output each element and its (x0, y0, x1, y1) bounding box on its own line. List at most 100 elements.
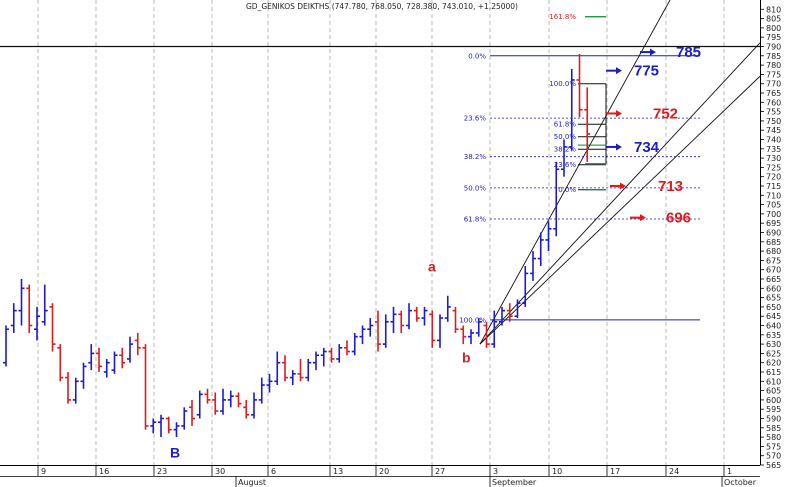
month-label: September (492, 478, 537, 487)
ohlc-bar (305, 358, 312, 382)
y-tick-label: 680 (766, 247, 781, 256)
plot-background (0, 0, 760, 465)
y-tick-label: 770 (766, 80, 781, 89)
y-tick-label: 665 (766, 275, 781, 284)
x-axis: 9 16 23 30 6 13 20 27 3 10 17 24 1 August September Oct… (0, 465, 760, 487)
y-tick-label: 570 (766, 452, 781, 461)
y-tick-label: 805 (766, 15, 781, 24)
y-tick-label: 720 (766, 173, 781, 182)
y-tick-label: 650 (766, 303, 781, 312)
y-tick-label: 660 (766, 284, 781, 293)
ohlc-bar (103, 358, 110, 378)
target-marker: 785 (640, 44, 701, 61)
ohlc-bar (530, 251, 536, 281)
y-tick-label: 760 (766, 98, 781, 107)
target-marker: 775 (606, 63, 659, 80)
y-tick-label: 790 (766, 43, 781, 52)
arrow-head (650, 48, 656, 56)
ohlc-bar (142, 344, 149, 430)
y-tick-label: 635 (766, 331, 781, 340)
ohlc-bar (181, 407, 188, 430)
y-tick-label: 670 (766, 266, 781, 275)
x-tick-label: 20 (379, 467, 389, 476)
y-tick-label: 645 (766, 312, 781, 321)
target-label: 734 (634, 139, 660, 156)
ohlc-bars (3, 53, 591, 438)
fib-level-label: 23.6% (464, 115, 487, 123)
fib-level-label: 0.0% (468, 52, 486, 60)
ohlc-bar (491, 310, 498, 348)
x-tick-label: 16 (99, 467, 109, 476)
x-tick-label: 10 (552, 467, 562, 476)
ohlc-bar (514, 299, 521, 319)
y-tick-label: 730 (766, 154, 781, 163)
ohlc-bar (584, 87, 591, 162)
y-tick-label: 695 (766, 219, 781, 228)
x-tick-label: 1 (727, 467, 732, 476)
arrow-head (640, 214, 646, 222)
target-marker: 696 (630, 210, 691, 227)
ohlc-bar (313, 351, 319, 371)
inner-fib-label: 50.0% (554, 133, 577, 141)
x-tick-label: 9 (41, 467, 46, 476)
y-tick-label: 630 (766, 340, 781, 349)
arrow-head (616, 143, 622, 151)
y-tick-label: 585 (766, 424, 781, 433)
ohlc-bar (80, 362, 87, 389)
fib-level-label: 38.2% (464, 153, 487, 161)
ohlc-bar (375, 310, 381, 352)
y-tick-label: 605 (766, 387, 781, 396)
y-tick-label: 615 (766, 368, 781, 377)
arrow-head (616, 109, 622, 117)
ohlc-bar (351, 332, 358, 356)
ohlc-bar (576, 53, 583, 118)
y-tick-label: 750 (766, 117, 781, 126)
y-tick-label: 745 (766, 126, 781, 135)
wave-label: b (462, 350, 471, 366)
ohlc-bar (468, 329, 474, 345)
target-label: 713 (658, 178, 683, 195)
y-tick-label: 620 (766, 359, 781, 368)
ohlc-bar (212, 392, 219, 415)
inner-fib-label: 61.8% (554, 121, 577, 129)
extension-label: 161.8% (549, 13, 576, 21)
ohlc-bar (165, 416, 172, 434)
y-tick-label: 595 (766, 405, 781, 414)
y-tick-label: 710 (766, 191, 781, 200)
x-tick-label: 24 (669, 467, 679, 476)
y-tick-label: 800 (766, 24, 781, 33)
wave-label: a (428, 259, 436, 275)
y-tick-label: 640 (766, 322, 781, 331)
y-tick-label: 565 (766, 461, 781, 470)
y-tick-label: 715 (766, 182, 781, 191)
ohlc-bar (258, 377, 265, 404)
x-tick-label: 3 (493, 467, 498, 476)
target-label: 696 (666, 210, 691, 227)
x-tick-label: 17 (610, 467, 620, 476)
ohlc-bar (297, 358, 304, 382)
y-tick-label: 625 (766, 349, 781, 358)
ohlc-bar (65, 372, 71, 404)
ohlc-bar (3, 325, 9, 367)
ohlc-bar (320, 347, 327, 367)
y-tick-label: 765 (766, 89, 781, 98)
ohlc-bar (119, 347, 126, 369)
ohlc-bar (127, 336, 133, 363)
ohlc-bar (359, 325, 366, 345)
ohlc-bar (452, 306, 459, 333)
y-tick-label: 600 (766, 396, 781, 405)
ohlc-bar (150, 418, 157, 434)
ohlc-bar (390, 306, 397, 333)
y-tick-label: 795 (766, 33, 781, 42)
ohlc-bar (220, 388, 226, 415)
ohlc-bar (506, 303, 513, 322)
inner-fib-label: 100.0% (549, 80, 576, 88)
fib-level-label: 50.0% (464, 184, 487, 192)
x-tick-label: 13 (333, 467, 343, 476)
inner-fib-label: 0.0% (558, 186, 576, 194)
ohlc-bar (41, 284, 48, 326)
y-tick-label: 735 (766, 145, 781, 154)
ohlc-bar (537, 232, 544, 266)
y-tick-label: 590 (766, 415, 781, 424)
ohlc-bar (173, 422, 180, 438)
